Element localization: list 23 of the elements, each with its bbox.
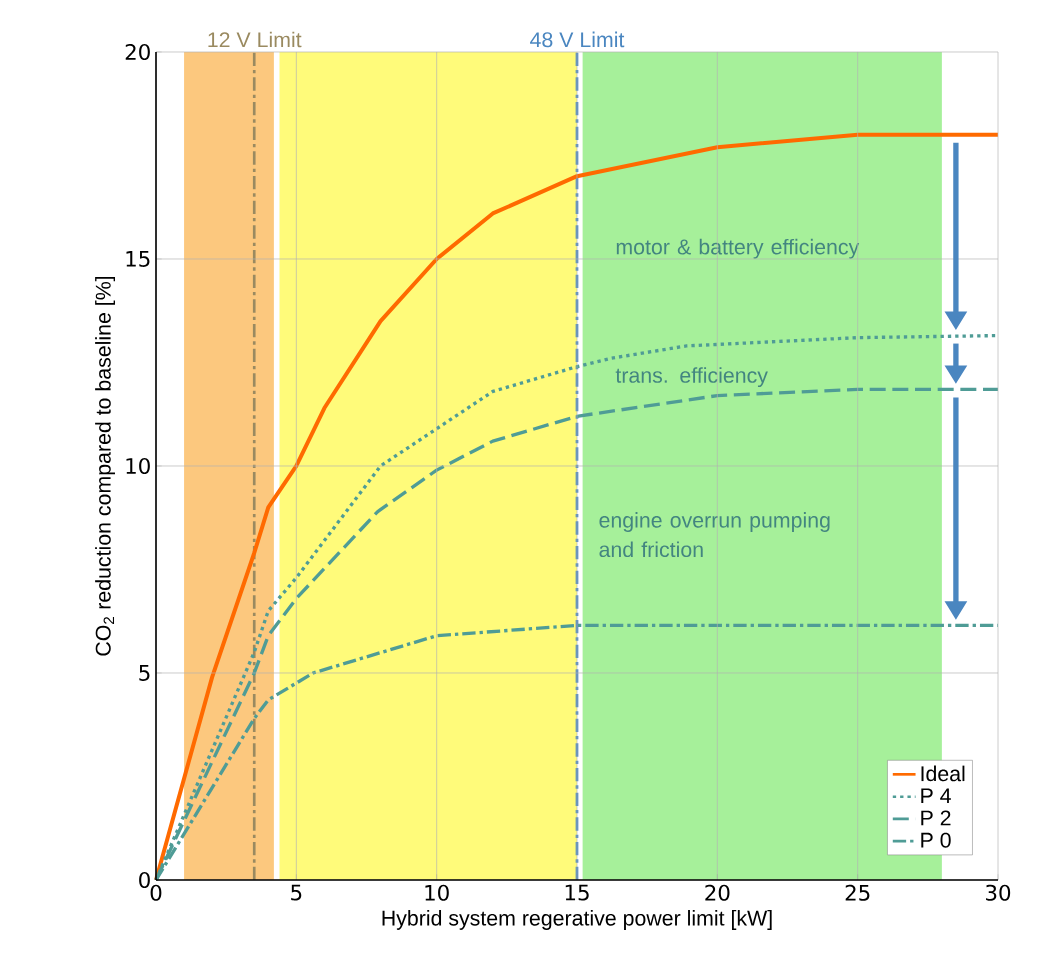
x-tick-label: 10 — [425, 884, 449, 901]
x-tick-label: 0 — [150, 884, 162, 901]
ref-line-label: 12 V Limit — [208, 31, 302, 48]
legend-label: Ideal — [921, 765, 965, 782]
x-tick-label: 15 — [565, 884, 589, 901]
x-tick-label: 25 — [845, 884, 870, 901]
x-axis-title: Hybrid system regerative power limit [kW] — [382, 909, 772, 930]
x-tick-label: 5 — [291, 884, 302, 901]
annotation: engine overrun pumping and friction — [599, 512, 830, 558]
legend-label: P 0 — [921, 832, 951, 848]
y-tick-label: 15 — [126, 251, 150, 267]
y-tick-label: 20 — [125, 43, 150, 61]
x-tick-label: 20 — [705, 884, 730, 901]
ref-line-label: 48 V Limit — [530, 31, 625, 48]
annotation: motor & battery efficiency — [616, 238, 860, 259]
annotation: trans. efficiency — [615, 367, 768, 388]
x-tick-label: 30 — [986, 884, 1011, 901]
y-tick-label: 0 — [139, 871, 150, 889]
legend-label: P 4 — [921, 788, 951, 804]
legend-label: P 2 — [921, 810, 951, 826]
y-axis-title: CO$_{2}$ reduction compared to baseline [%] — [95, 276, 115, 656]
y-tick-label: 10 — [126, 457, 150, 475]
y-tick-label: 5 — [139, 665, 150, 681]
